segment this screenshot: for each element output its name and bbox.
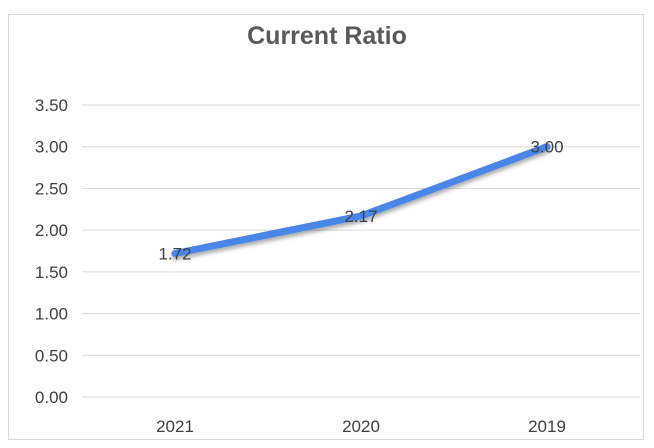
data-label: 3.00 [530, 138, 563, 157]
y-tick-label: 1.00 [35, 305, 68, 324]
chart-title: Current Ratio [247, 22, 407, 50]
series-line [171, 143, 551, 258]
x-tick-label: 2019 [528, 417, 566, 436]
data-point [546, 145, 548, 148]
y-tick-label: 2.50 [35, 179, 68, 198]
data-label: 1.72 [158, 245, 191, 264]
data-point [360, 214, 362, 217]
y-tick-label: 3.50 [35, 96, 68, 115]
data-label: 2.17 [344, 207, 377, 226]
gridlines [82, 104, 640, 398]
y-tick-label: 0.50 [35, 346, 68, 365]
x-tick-label: 2020 [342, 417, 380, 436]
data-point [174, 252, 176, 255]
y-tick-label: 1.50 [35, 263, 68, 282]
series-line-group [171, 143, 551, 258]
x-tick-label: 2021 [156, 417, 194, 436]
y-tick-label: 0.00 [35, 388, 68, 407]
chart-frame [8, 14, 644, 440]
y-tick-label: 2.00 [35, 221, 68, 240]
x-axis-ticks: 2021 2020 2019 [156, 417, 566, 436]
data-labels: 1.72 2.17 3.00 [158, 138, 563, 264]
y-tick-label: 3.00 [35, 138, 68, 157]
y-axis-ticks: 0.00 0.50 1.00 1.50 2.00 2.50 3.00 3.50 [35, 96, 68, 407]
